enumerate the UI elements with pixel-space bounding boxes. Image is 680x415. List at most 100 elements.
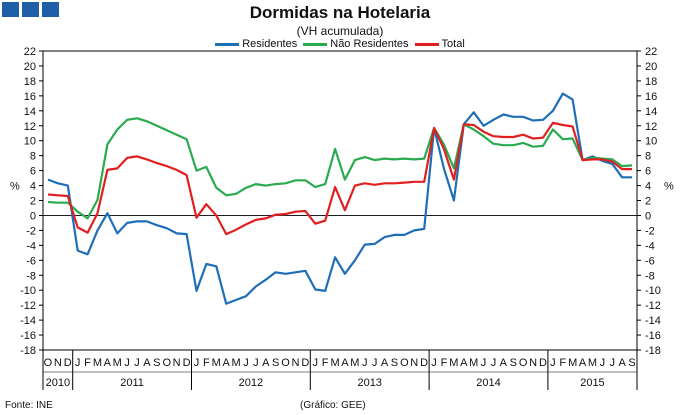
chart-credit: (Gráfico: GEE) [300,400,366,411]
y-tick-label-left: -10 [20,285,36,297]
x-tick-label: J [253,357,259,369]
x-tick-label: J [194,357,200,369]
x-tick-label: A [579,357,587,369]
x-tick-label: M [588,357,597,369]
x-tick-label: A [104,357,112,369]
y-tick-label-right: 16 [645,91,657,103]
x-tick-label: O [400,357,409,369]
x-tick-label: J [372,357,378,369]
x-tick-label: F [84,357,91,369]
legend-label: Residentes [242,38,298,50]
y-tick-label-right: -16 [645,330,661,342]
legend-swatch [215,42,240,46]
y-tick-label-right: 14 [645,106,657,118]
x-tick-label: M [330,357,339,369]
x-tick-label: S [628,357,635,369]
y-tick-label-left: 18 [24,76,36,88]
x-tick-label: J [491,357,497,369]
x-tick-label: F [559,357,566,369]
legend-item: Residentes [215,38,297,50]
x-tick-label: N [291,357,299,369]
y-tick-label-left: -12 [20,300,36,312]
x-tick-label: J [75,357,81,369]
y-tick-label-right: -6 [645,255,655,267]
x-tick-label: O [281,357,290,369]
y-tick-label-right: 4 [645,181,651,193]
x-tick-label: D [64,357,72,369]
x-tick-label: J [610,357,616,369]
y-tick-label-left: 0 [30,210,36,222]
legend-label: Total [441,38,465,50]
brand-logo [2,2,59,17]
x-tick-label: O [44,357,53,369]
y-tick-label-right: -8 [645,270,655,282]
x-tick-label: S [272,357,279,369]
x-tick-label: D [301,357,309,369]
y-tick-label-left: 22 [24,46,36,58]
y-tick-label-left: 4 [30,181,36,193]
x-tick-label: A [222,357,230,369]
line-chart: -18 -18 -16 -16 -14 -14 -12 -12 -10 -10 -8 -8 -6 -6 -4… [10,46,674,390]
y-tick-label-left: -4 [26,240,36,252]
x-tick-label: M [231,357,240,369]
x-tick-label: A [500,357,508,369]
y-tick-label-left: 8 [30,151,36,163]
logo-square [2,2,19,17]
x-tick-label: J [362,357,368,369]
y-tick-label-left: 10 [24,136,36,148]
y-tick-label-right: -18 [645,345,661,357]
x-tick-label: J [134,357,140,369]
y-tick-label-left: -8 [26,270,36,282]
y-tick-label-right: 18 [645,76,657,88]
x-tick-label: N [54,357,62,369]
legend-item: Não Residentes [303,38,409,50]
x-tick-label: N [410,357,418,369]
logo-square [42,2,59,17]
x-tick-label: A [143,357,151,369]
x-tick-label: M [449,357,458,369]
y-tick-label-right: 2 [645,196,651,208]
x-tick-label: J [431,357,437,369]
year-label: 2011 [120,377,144,389]
y-tick-label-right: -12 [645,300,661,312]
x-tick-label: J [124,357,130,369]
y-tick-label-right: -14 [645,315,661,327]
y-tick-label-right: 20 [645,61,657,73]
legend-swatch [303,42,328,46]
y-tick-label-left: 20 [24,61,36,73]
x-tick-label: S [391,357,398,369]
x-tick-label: M [350,357,359,369]
y-tick-label-left: -6 [26,255,36,267]
y-axis-label-left: % [10,181,20,193]
chart-subtitle: (VH acumulada) [296,24,384,38]
chart-title: Dormidas na Hotelaria [249,3,431,22]
logo-square [22,2,39,17]
year-label: 2015 [580,377,604,389]
x-tick-label: A [341,357,349,369]
series-line-n-o-residentes [47,117,633,220]
y-tick-label-right: 0 [645,210,651,222]
x-tick-label: F [322,357,329,369]
x-tick-label: F [203,357,210,369]
x-tick-label: O [519,357,528,369]
x-tick-label: F [441,357,448,369]
x-tick-label: M [469,357,478,369]
x-tick-label: A [381,357,389,369]
x-tick-label: D [183,357,191,369]
chart-legend: Residentes Não Residentes Total [0,38,680,50]
y-tick-label-left: -2 [26,225,36,237]
y-tick-label-right: -10 [645,285,661,297]
series-line-residentes [47,92,633,305]
y-tick-label-left: 12 [24,121,36,133]
y-tick-label-right: 10 [645,136,657,148]
x-tick-label: J [481,357,487,369]
x-tick-label: J [550,357,556,369]
y-tick-label-right: -4 [645,240,655,252]
x-tick-label: J [600,357,606,369]
legend-label: Não Residentes [330,38,409,50]
x-tick-label: D [539,357,547,369]
x-tick-label: D [420,357,428,369]
y-tick-label-left: 6 [30,166,36,178]
y-tick-label-left: 2 [30,196,36,208]
y-tick-label-right: 6 [645,166,651,178]
